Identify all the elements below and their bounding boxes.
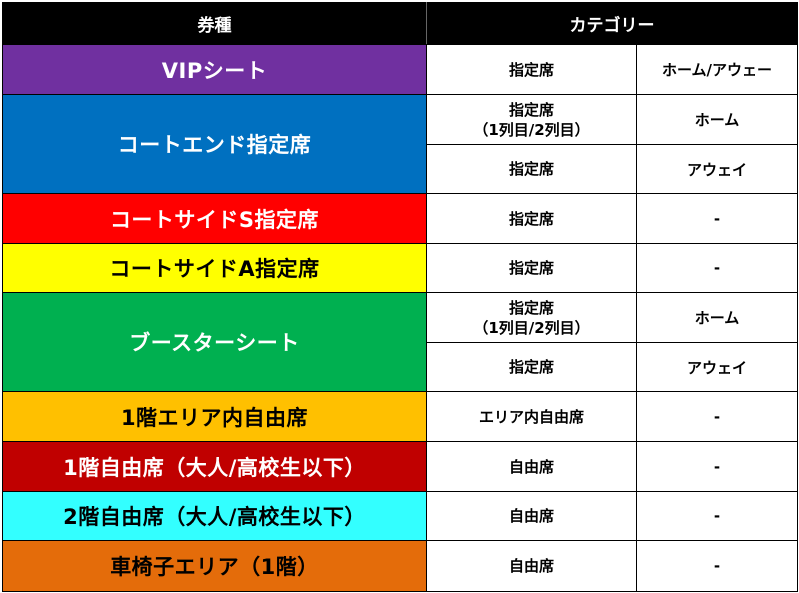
category-cell: 指定席 [426, 193, 637, 244]
ticket-court-side-a: コートサイドA指定席 [2, 243, 427, 293]
ticket-floor1-area: 1階エリア内自由席 [2, 391, 427, 442]
table-row: 2階自由席（大人/高校生以下） 自由席 - [2, 491, 798, 541]
table-row: コートサイドA指定席 指定席 - [2, 243, 798, 293]
ticket-booster: ブースターシート [2, 292, 427, 392]
header-category: カテゴリー [426, 2, 798, 45]
ticket-court-end: コートエンド指定席 [2, 94, 427, 194]
side-cell: ホーム [636, 292, 798, 343]
header-ticket-type: 券種 [2, 2, 427, 45]
side-cell: - [636, 441, 798, 492]
table-row: 車椅子エリア（1階） 自由席 - [2, 540, 798, 592]
category-line: 指定席 [508, 298, 554, 317]
category-cell: 指定席 [426, 243, 637, 293]
category-cell: 指定席 （1列目/2列目） [426, 94, 637, 145]
side-cell: ホーム [636, 94, 798, 145]
category-line: 指定席 [508, 100, 554, 119]
table-row: ブースターシート 指定席 （1列目/2列目） ホーム [2, 292, 798, 392]
side-cell: - [636, 540, 798, 592]
side-cell: アウェイ [636, 144, 798, 194]
category-cell: 指定席 [426, 342, 637, 392]
ticket-wheelchair: 車椅子エリア（1階） [2, 540, 427, 592]
side-cell: - [636, 491, 798, 541]
ticket-floor2-free: 2階自由席（大人/高校生以下） [2, 491, 427, 541]
ticket-floor1-free: 1階自由席（大人/高校生以下） [2, 441, 427, 492]
category-cell: 自由席 [426, 540, 637, 592]
side-cell: ホーム/アウェー [636, 44, 798, 95]
ticket-vip: VIPシート [2, 44, 427, 95]
category-cell: エリア内自由席 [426, 391, 637, 442]
category-cell: 指定席 （1列目/2列目） [426, 292, 637, 343]
table-row: 指定席 アウェイ [3, 144, 798, 194]
ticket-court-side-s: コートサイドS指定席 [2, 193, 427, 244]
table-row: 1階自由席（大人/高校生以下） 自由席 - [2, 441, 798, 492]
side-cell: アウェイ [636, 342, 798, 392]
category-cell: 自由席 [426, 491, 637, 541]
category-line-rows: （1列目/2列目） [473, 318, 590, 337]
header-row: 券種 カテゴリー [2, 2, 798, 45]
category-cell: 自由席 [426, 441, 637, 492]
table-row: VIPシート 指定席 ホーム/アウェー [2, 44, 798, 95]
category-cell: 指定席 [426, 44, 637, 95]
category-cell: 指定席 [426, 144, 637, 194]
side-cell: - [636, 391, 798, 442]
table-row: 1階エリア内自由席 エリア内自由席 - [2, 391, 798, 442]
table-row: 指定席 アウェイ [3, 342, 798, 392]
side-cell: - [636, 193, 798, 244]
table-row: コートサイドS指定席 指定席 - [2, 193, 798, 244]
table-row: コートエンド指定席 指定席 （1列目/2列目） ホーム [2, 94, 798, 194]
side-cell: - [636, 243, 798, 293]
category-line-rows: （1列目/2列目） [473, 120, 590, 139]
